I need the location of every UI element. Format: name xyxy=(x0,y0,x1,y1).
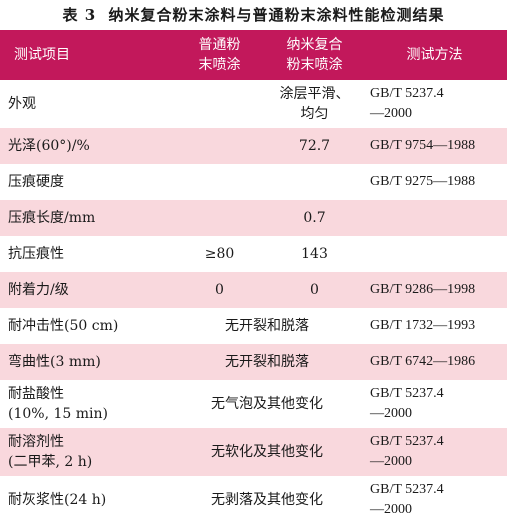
cell-method: GB/T 5237.4 —2000 xyxy=(362,80,507,128)
cell-nano: 0.7 xyxy=(303,210,326,226)
header-normal-line2: 末喷涂 xyxy=(198,57,241,73)
cell-method xyxy=(362,200,507,236)
header-nano: 纳米复合 粉末喷涂 xyxy=(267,30,362,80)
cell-item-line1: 耐溶剂性 xyxy=(8,434,64,450)
cell-method-line2: —2000 xyxy=(370,454,412,469)
header-nano-line2: 粉末喷涂 xyxy=(286,57,343,73)
cell-method: GB/T 9275—1988 xyxy=(370,174,476,189)
cell-method: GB/T 6742—1986 xyxy=(370,354,476,369)
table-row: 压痕硬度 GB/T 9275—1988 xyxy=(0,164,507,200)
cell-method: GB/T 5237.4 —2000 xyxy=(362,476,507,524)
header-item: 测试项目 xyxy=(14,47,70,63)
header-nano-line1: 纳米复合 xyxy=(286,37,343,53)
table-title: 纳米复合粉末涂料与普通粉末涂料性能检测结果 xyxy=(108,6,445,24)
cell-nano: 143 xyxy=(301,246,328,262)
table-row: 耐冲击性(50 cm) 无开裂和脱落 GB/T 1732—1993 xyxy=(0,308,507,344)
header-normal-line1: 普通粉 xyxy=(198,37,241,53)
header-method: 测试方法 xyxy=(406,47,463,63)
cell-normal xyxy=(172,200,267,236)
cell-method: GB/T 1732—1993 xyxy=(370,318,476,333)
cell-nano xyxy=(267,164,362,200)
cell-nano: 72.7 xyxy=(298,138,331,154)
cell-normal xyxy=(172,80,267,128)
table-row: 耐溶剂性 (二甲苯, 2 h) 无软化及其他变化 GB/T 5237.4 —20… xyxy=(0,428,507,476)
cell-nano-line1: 涂层平滑、 xyxy=(279,86,350,102)
cell-normal: ≥80 xyxy=(204,246,235,262)
cell-item: 耐冲击性(50 cm) xyxy=(8,318,119,334)
cell-merged-result: 无气泡及其他变化 xyxy=(211,396,323,412)
cell-item: 弯曲性(3 mm) xyxy=(8,354,101,370)
cell-method: GB/T 9754—1988 xyxy=(370,138,476,153)
cell-normal: 0 xyxy=(215,282,224,298)
cell-item: 外观 xyxy=(8,96,36,112)
cell-method: GB/T 5237.4 —2000 xyxy=(362,428,507,476)
cell-item: 压痕硬度 xyxy=(8,174,64,190)
cell-item: 耐灰浆性(24 h) xyxy=(8,492,107,508)
cell-nano-line2: 均匀 xyxy=(300,106,329,122)
cell-method-line2: —2000 xyxy=(370,406,412,421)
table-row: 光泽(60°)/% 72.7 GB/T 9754—1988 xyxy=(0,128,507,164)
cell-normal xyxy=(172,164,267,200)
cell-merged-result: 无开裂和脱落 xyxy=(225,318,309,334)
header-normal: 普通粉 末喷涂 xyxy=(172,30,267,80)
header-row: 测试项目 普通粉 末喷涂 纳米复合 粉末喷涂 测试方法 xyxy=(0,30,507,80)
cell-merged-result: 无剥落及其他变化 xyxy=(211,492,323,508)
table-row: 耐盐酸性 (10%, 15 min) 无气泡及其他变化 GB/T 5237.4 … xyxy=(0,380,507,428)
cell-method-line2: —2000 xyxy=(370,502,412,517)
cell-method xyxy=(362,236,507,272)
cell-method-line1: GB/T 5237.4 xyxy=(370,86,444,101)
cell-nano: 0 xyxy=(310,282,319,298)
table-row: 压痕长度/mm 0.7 xyxy=(0,200,507,236)
cell-normal xyxy=(172,128,267,164)
table-row: 耐灰浆性(24 h) 无剥落及其他变化 GB/T 5237.4 —2000 xyxy=(0,476,507,524)
cell-method-line1: GB/T 5237.4 xyxy=(370,482,444,497)
cell-item-line2: (10%, 15 min) xyxy=(8,406,108,422)
cell-merged-result: 无软化及其他变化 xyxy=(211,444,323,460)
cell-item: 耐溶剂性 (二甲苯, 2 h) xyxy=(0,428,172,476)
table-row: 附着力/级 0 0 GB/T 9286—1998 xyxy=(0,272,507,308)
cell-method-line2: —2000 xyxy=(370,106,412,121)
cell-item: 压痕长度/mm xyxy=(8,210,96,226)
cell-nano: 涂层平滑、 均匀 xyxy=(267,80,362,128)
cell-method: GB/T 9286—1998 xyxy=(370,282,476,297)
cell-method-line1: GB/T 5237.4 xyxy=(370,386,444,401)
cell-item-line1: 耐盐酸性 xyxy=(8,386,64,402)
cell-method-line1: GB/T 5237.4 xyxy=(370,434,444,449)
cell-item: 耐盐酸性 (10%, 15 min) xyxy=(0,380,172,428)
cell-item: 抗压痕性 xyxy=(8,246,64,262)
table-row: 抗压痕性 ≥80 143 xyxy=(0,236,507,272)
table-row: 弯曲性(3 mm) 无开裂和脱落 GB/T 6742—1986 xyxy=(0,344,507,380)
results-table: 测试项目 普通粉 末喷涂 纳米复合 粉末喷涂 测试方法 外观 涂层平滑、 均匀 … xyxy=(0,30,507,524)
table-row: 外观 涂层平滑、 均匀 GB/T 5237.4 —2000 xyxy=(0,80,507,128)
cell-merged-result: 无开裂和脱落 xyxy=(225,354,309,370)
cell-item: 光泽(60°)/% xyxy=(8,138,90,154)
cell-item-line2: (二甲苯, 2 h) xyxy=(8,454,93,470)
cell-method: GB/T 5237.4 —2000 xyxy=(362,380,507,428)
table-caption: 表 3 纳米复合粉末涂料与普通粉末涂料性能检测结果 xyxy=(0,0,507,30)
table-number: 表 3 xyxy=(62,6,97,24)
cell-item: 附着力/级 xyxy=(8,282,69,298)
